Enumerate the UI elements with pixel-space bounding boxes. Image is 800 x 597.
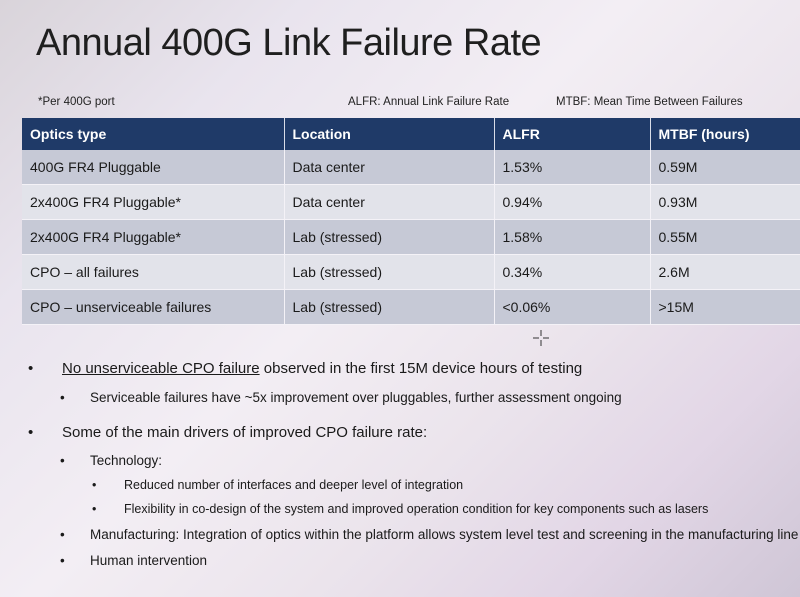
- bullet-text: Flexibility in co-design of the system a…: [124, 502, 709, 516]
- bullet-text: Manufacturing: Integration of optics wit…: [90, 527, 799, 542]
- cell-location: Lab (stressed): [284, 219, 495, 255]
- cell-alfr: 1.53%: [494, 150, 651, 185]
- cell-optics-type: 2x400G FR4 Pluggable*: [22, 184, 285, 220]
- bullet-dot: •: [28, 360, 34, 377]
- bullet-dot: •: [60, 390, 65, 405]
- bullet-dot: •: [28, 424, 34, 441]
- bullet-text: Some of the main drivers of improved CPO…: [62, 424, 428, 441]
- table-header-row: Optics type Location ALFR MTBF (hours): [22, 118, 800, 150]
- table-row: CPO – unserviceable failures Lab (stress…: [22, 289, 800, 325]
- bullet-dot: •: [92, 502, 97, 516]
- mtbf-definition: MTBF: Mean Time Between Failures: [556, 96, 743, 108]
- cell-mtbf: >15M: [650, 289, 800, 325]
- table-row: 400G FR4 Pluggable Data center 1.53% 0.5…: [22, 150, 800, 185]
- bullet-text: observed in the first 15M device hours o…: [259, 360, 583, 377]
- failure-rate-table: Optics type Location ALFR MTBF (hours) 4…: [22, 118, 800, 325]
- bullet-dot: •: [60, 527, 65, 542]
- table-row: 2x400G FR4 Pluggable* Data center 0.94% …: [22, 184, 800, 220]
- bullet-dot: •: [60, 453, 65, 468]
- cell-mtbf: 0.93M: [650, 184, 800, 220]
- table-row: CPO – all failures Lab (stressed) 0.34% …: [22, 254, 800, 290]
- bullet-dot: •: [92, 478, 97, 492]
- cell-location: Lab (stressed): [284, 254, 495, 290]
- per-port-note: *Per 400G port: [38, 96, 115, 108]
- header-mtbf: MTBF (hours): [650, 118, 800, 150]
- cell-optics-type: 400G FR4 Pluggable: [22, 150, 285, 185]
- underlined-claim: No unserviceable CPO failure: [62, 360, 260, 377]
- cell-mtbf: 0.59M: [650, 150, 800, 185]
- cell-alfr: 0.34%: [494, 254, 651, 290]
- cell-location: Lab (stressed): [284, 289, 495, 325]
- cell-mtbf: 0.55M: [650, 219, 800, 255]
- bullet-text: Technology:: [90, 453, 163, 468]
- bullet-text: Serviceable failures have ~5x improvemen…: [90, 390, 622, 405]
- cell-location: Data center: [284, 184, 495, 220]
- header-alfr: ALFR: [494, 118, 651, 150]
- alfr-definition: ALFR: Annual Link Failure Rate: [348, 96, 510, 108]
- cell-optics-type: 2x400G FR4 Pluggable*: [22, 219, 285, 255]
- header-location: Location: [284, 118, 495, 150]
- cell-alfr: 1.58%: [494, 219, 651, 255]
- bullet-dot: •: [60, 553, 65, 568]
- bullet-text: Human intervention: [90, 553, 208, 568]
- table-row: 2x400G FR4 Pluggable* Lab (stressed) 1.5…: [22, 219, 800, 255]
- cell-mtbf: 2.6M: [650, 254, 800, 290]
- page-title: Annual 400G Link Failure Rate: [36, 22, 542, 64]
- cell-optics-type: CPO – unserviceable failures: [22, 289, 285, 325]
- cell-alfr: 0.94%: [494, 184, 651, 220]
- header-optics-type: Optics type: [22, 118, 285, 150]
- crosshair-cursor-icon: [533, 330, 549, 346]
- bullet-text: Reduced number of interfaces and deeper …: [124, 478, 464, 492]
- cell-alfr: <0.06%: [494, 289, 651, 325]
- cell-location: Data center: [284, 150, 495, 185]
- cell-optics-type: CPO – all failures: [22, 254, 285, 290]
